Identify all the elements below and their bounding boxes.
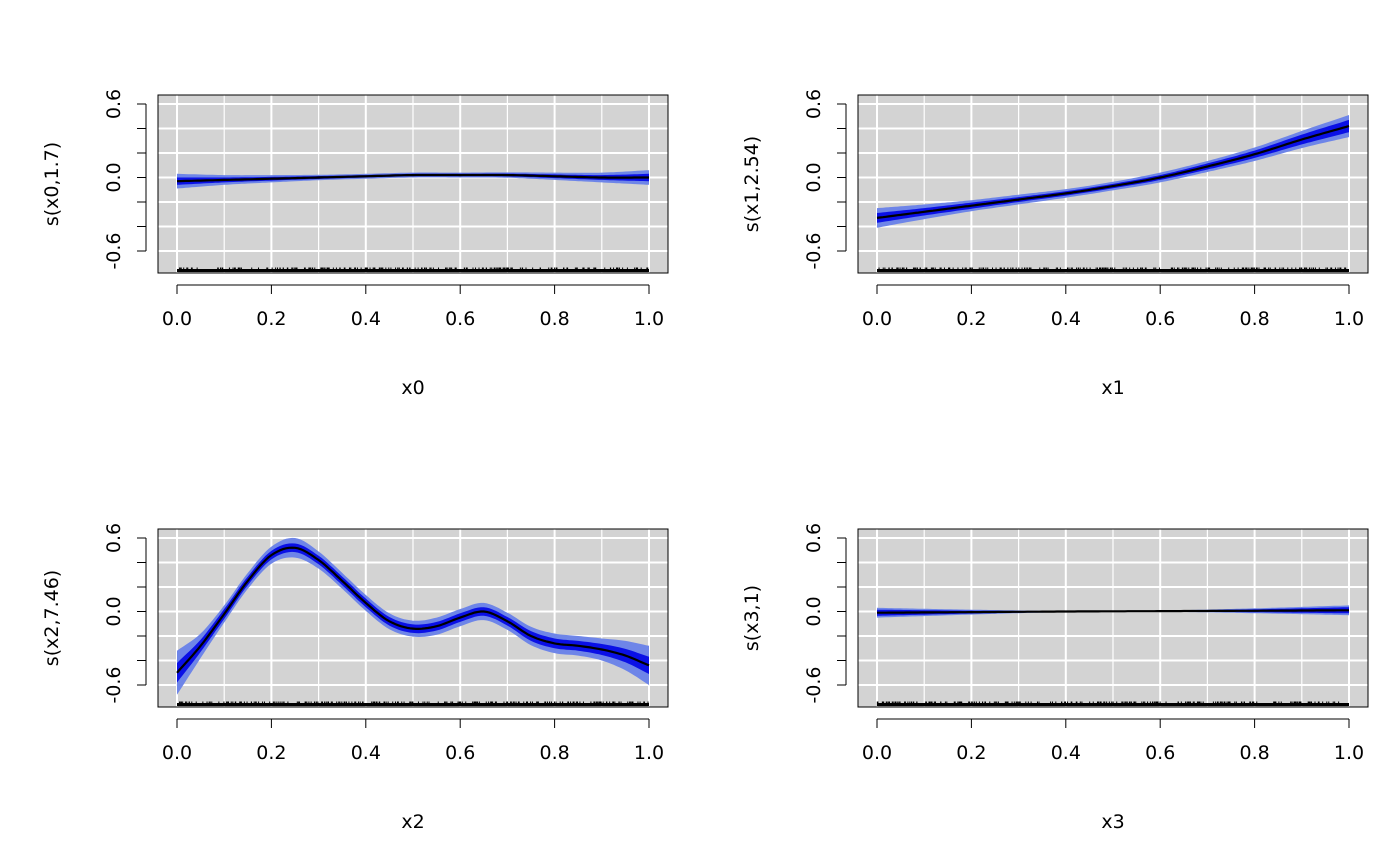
x-tick-label: 1.0 xyxy=(1334,308,1364,330)
smooth-fit-line xyxy=(877,609,1349,614)
gridlines xyxy=(858,529,1368,707)
y-axis-title: s(x1,2.54) xyxy=(741,136,763,232)
smooth-fit-line xyxy=(876,124,1350,219)
x-tick-label: 0.6 xyxy=(1145,742,1175,764)
x-axis: 0.0 0.2 0.4 0.6 0.8 1.0 xyxy=(162,718,664,764)
x-tick-label: 0.0 xyxy=(862,308,892,330)
x-tick-label: 1.0 xyxy=(1334,742,1364,764)
chart-panel-x1: 0.0 0.2 0.4 0.6 0.8 1.0 x1 -0.6 0.0 0.6 s(x1,2.54) xyxy=(741,89,1369,399)
x-axis: 0.0 0.2 0.4 0.6 0.8 1.0 xyxy=(862,718,1364,764)
x-tick-label: 0.2 xyxy=(956,742,986,764)
x-axis: 0.0 0.2 0.4 0.6 0.8 1.0 xyxy=(862,284,1364,330)
gridlines xyxy=(158,529,668,707)
x-tick-label: 1.0 xyxy=(634,308,664,330)
smooth-fit-line xyxy=(176,173,649,183)
y-tick-label: -0.6 xyxy=(103,666,125,703)
x-tick-label: 0.4 xyxy=(1051,742,1081,764)
x-tick-label: 0.6 xyxy=(445,308,475,330)
rug-base xyxy=(877,269,1349,272)
y-axis: -0.6 0.0 0.6 xyxy=(103,523,147,704)
x-tick-label: 0.6 xyxy=(1145,308,1175,330)
x-tick-label: 0.0 xyxy=(162,742,192,764)
x-tick-label: 0.8 xyxy=(539,742,569,764)
x-axis-title: x1 xyxy=(1101,377,1124,399)
y-axis: -0.6 0.0 0.6 xyxy=(803,523,847,704)
y-axis: -0.6 0.0 0.6 xyxy=(103,89,147,270)
x-axis-title: x3 xyxy=(1101,811,1124,833)
x-axis-title: x2 xyxy=(401,811,424,833)
x-axis-title: x0 xyxy=(401,377,424,399)
x-tick-label: 0.8 xyxy=(1239,742,1269,764)
y-tick-label: -0.6 xyxy=(803,666,825,703)
panel-frame xyxy=(157,528,669,708)
rug-marks xyxy=(177,701,649,706)
x-tick-label: 0.0 xyxy=(862,742,892,764)
rug-marks xyxy=(177,267,649,272)
panel-frame xyxy=(157,94,669,274)
x-axis: 0.0 0.2 0.4 0.6 0.8 1.0 xyxy=(162,284,664,330)
outer-confidence-band xyxy=(877,115,1349,228)
x-tick-label: 0.2 xyxy=(256,742,286,764)
y-tick-label: 0.6 xyxy=(803,89,825,119)
rug-marks xyxy=(876,701,1349,706)
y-tick-label: -0.6 xyxy=(103,232,125,269)
x-tick-label: 0.2 xyxy=(256,308,286,330)
x-tick-label: 0.2 xyxy=(956,308,986,330)
smooth-fit-line xyxy=(176,546,650,674)
panel-frame xyxy=(857,94,1369,274)
y-axis: -0.6 0.0 0.6 xyxy=(803,89,847,270)
y-tick-label: 0.0 xyxy=(103,596,125,626)
x-tick-label: 0.4 xyxy=(351,308,381,330)
rug-marks xyxy=(877,267,1349,272)
y-tick-label: 0.6 xyxy=(103,89,125,119)
y-tick-label: 0.6 xyxy=(803,523,825,553)
x-tick-label: 0.0 xyxy=(162,308,192,330)
x-tick-label: 0.8 xyxy=(539,308,569,330)
y-axis-title: s(x3,1) xyxy=(741,585,763,651)
y-axis-title: s(x2,7.46) xyxy=(41,570,63,666)
y-axis-title: s(x0,1.7) xyxy=(41,142,63,226)
y-tick-label: 0.0 xyxy=(803,596,825,626)
chart-panel-x2: 0.0 0.2 0.4 0.6 0.8 1.0 x2 -0.6 0.0 0.6 s(x2,7.46) xyxy=(41,523,669,833)
x-tick-label: 1.0 xyxy=(634,742,664,764)
chart-panel-x0: 0.0 0.2 0.4 0.6 0.8 1.0 x0 -0.6 0.0 0.6 s(x0,1.7) xyxy=(41,89,669,399)
panel-frame xyxy=(857,528,1369,708)
x-tick-label: 0.4 xyxy=(1051,308,1081,330)
x-tick-label: 0.8 xyxy=(1239,308,1269,330)
y-tick-label: -0.6 xyxy=(803,232,825,269)
y-tick-label: 0.6 xyxy=(103,523,125,553)
x-tick-label: 0.6 xyxy=(445,742,475,764)
y-tick-label: 0.0 xyxy=(803,162,825,192)
chart-panel-x3: 0.0 0.2 0.4 0.6 0.8 1.0 x3 -0.6 0.0 0.6 s(x3,1) xyxy=(741,523,1369,833)
y-tick-label: 0.0 xyxy=(103,162,125,192)
gridlines xyxy=(858,95,1368,273)
rug-base xyxy=(177,269,649,272)
x-tick-label: 0.4 xyxy=(351,742,381,764)
